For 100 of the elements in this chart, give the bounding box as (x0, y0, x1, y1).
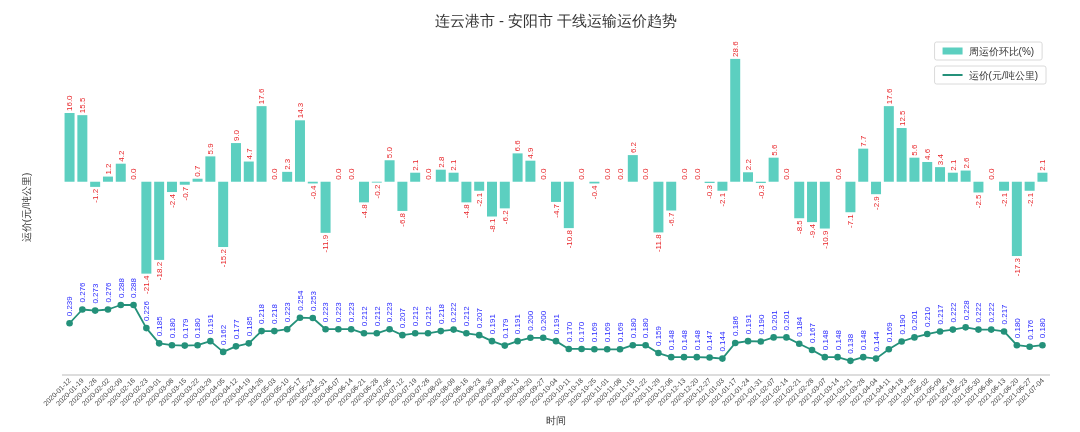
bar (192, 178, 203, 182)
data-label: 5.6 (910, 144, 920, 156)
data-label: 0.276 (78, 281, 88, 303)
bar (90, 181, 101, 187)
data-label: -0.3 (756, 184, 766, 199)
data-label: -2.5 (974, 193, 984, 209)
bar (166, 181, 177, 193)
bar (883, 106, 894, 182)
data-label: 0.190 (756, 313, 766, 335)
data-label: 0.212 (411, 305, 421, 327)
data-label: -9.4 (807, 223, 817, 238)
data-label: 2.6 (961, 156, 971, 169)
data-label: 0.228 (961, 299, 971, 321)
bar (1037, 172, 1048, 182)
x-axis-title: 时间 (546, 415, 566, 426)
bar (858, 148, 869, 182)
data-label: 0.191 (551, 313, 561, 335)
data-label: 0.0 (129, 168, 139, 180)
bar (358, 181, 369, 203)
bar (909, 157, 920, 182)
bar (947, 172, 958, 182)
bar (999, 181, 1010, 191)
data-label: 0.207 (398, 307, 408, 329)
data-label: 14.3 (295, 102, 305, 119)
bar (819, 181, 830, 229)
data-label: 0.191 (487, 313, 497, 335)
data-label: 5.0 (385, 146, 395, 159)
data-label: -21.4 (142, 275, 152, 294)
bar (115, 163, 126, 182)
data-label: 4.6 (923, 148, 933, 160)
data-label: 0.207 (475, 307, 485, 329)
data-label: 0.223 (283, 301, 293, 323)
y-axis-title: 运价(元/吨公里) (21, 172, 32, 243)
data-label: -8.1 (487, 217, 497, 233)
data-label: 4.2 (116, 150, 126, 162)
data-label: 0.200 (539, 310, 549, 331)
data-label: 12.5 (897, 109, 907, 127)
data-label: -0.3 (705, 184, 715, 199)
data-label: 0.288 (129, 277, 139, 299)
bar (551, 181, 561, 202)
data-label: 0.218 (270, 303, 280, 325)
bar (384, 160, 395, 182)
data-label: 0.217 (999, 303, 1009, 325)
bar (205, 156, 216, 182)
data-label: 0.223 (385, 301, 395, 323)
data-label: -2.4 (167, 193, 177, 208)
data-label: 0.212 (423, 305, 433, 327)
data-label: 17.6 (884, 88, 894, 105)
data-label: 0.218 (257, 303, 267, 325)
bar (845, 181, 856, 213)
data-label: -2.1 (1025, 192, 1035, 207)
data-label: 0.222 (974, 302, 984, 323)
bar (474, 181, 485, 191)
data-label: 0.0 (347, 168, 357, 180)
data-label: 0.148 (679, 329, 689, 351)
data-label: 0.169 (603, 321, 613, 343)
data-label: -4.8 (359, 203, 369, 219)
data-label: 0.148 (820, 329, 830, 351)
data-label: 2.8 (436, 156, 446, 168)
data-label: 0.201 (910, 309, 920, 331)
data-label: 0.253 (308, 290, 318, 312)
data-label: 0.218 (436, 303, 446, 325)
bar (77, 115, 88, 182)
bar (1024, 181, 1035, 191)
data-label: -15.2 (219, 248, 229, 268)
bar (141, 181, 152, 274)
data-label: 0.201 (769, 309, 779, 331)
data-label: 0.179 (500, 318, 510, 339)
data-label: 0.0 (692, 168, 702, 180)
data-label: -6.7 (667, 211, 677, 227)
data-label: 0.0 (987, 168, 997, 180)
data-label: 0.212 (372, 305, 382, 327)
data-label: 28.6 (731, 40, 741, 57)
data-label: 0.167 (807, 322, 817, 344)
data-label: 4.7 (244, 147, 254, 160)
data-label: 0.184 (795, 316, 805, 337)
data-label: 0.223 (347, 301, 357, 323)
bar (743, 172, 754, 182)
data-label: 0.226 (142, 300, 152, 322)
data-label: 0.148 (859, 329, 869, 351)
legend-label: 周运价环比(%) (968, 45, 1035, 57)
bar (922, 161, 933, 182)
bar (896, 128, 907, 182)
bar (487, 181, 497, 217)
data-label: -17.3 (1012, 257, 1022, 277)
data-label: 2.1 (411, 159, 421, 171)
bar (1011, 181, 1022, 257)
bar (653, 181, 664, 233)
data-label: 0.0 (615, 168, 625, 180)
data-label: 0.180 (167, 317, 177, 339)
bar (179, 181, 190, 185)
data-label: 0.200 (526, 310, 536, 331)
data-label: 0.273 (91, 283, 101, 304)
data-label: 0.0 (270, 168, 280, 180)
data-label: 0.180 (1012, 317, 1022, 339)
data-label: 0.170 (564, 321, 574, 342)
data-label: 0.191 (513, 313, 523, 335)
data-label: 0.0 (539, 168, 549, 180)
data-label: 16.0 (65, 94, 75, 112)
bar (218, 181, 229, 248)
